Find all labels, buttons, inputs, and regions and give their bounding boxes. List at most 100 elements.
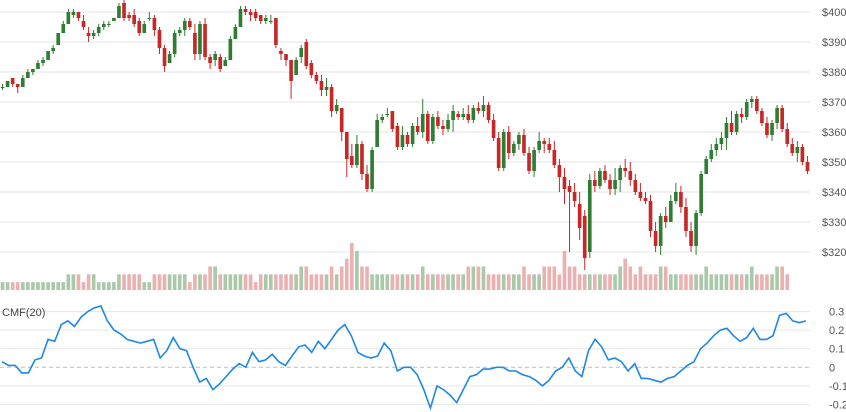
candle-body xyxy=(512,144,516,153)
candle-body xyxy=(0,87,5,88)
price-tick-label: $360 xyxy=(822,127,846,139)
candle-body xyxy=(410,126,415,144)
candle-body xyxy=(233,27,238,39)
candle-body xyxy=(765,123,769,135)
candle-body xyxy=(441,126,445,129)
volume-bar xyxy=(395,274,400,290)
candle-body xyxy=(15,84,20,87)
candle-body xyxy=(198,24,202,54)
price-tick-label: $400 xyxy=(822,7,846,19)
volume-bar xyxy=(198,274,202,290)
volume-bar xyxy=(365,266,369,290)
candle-body xyxy=(522,135,526,153)
price-tick-label: $380 xyxy=(822,67,846,79)
volume-bar xyxy=(15,282,20,290)
candle-body xyxy=(679,192,683,207)
volume-bar xyxy=(248,274,253,290)
candle-body xyxy=(46,51,50,60)
candle-body xyxy=(729,123,734,132)
cmf-grid xyxy=(0,311,810,405)
volume-bar xyxy=(593,274,597,290)
volume-bar xyxy=(26,282,30,290)
candle-body xyxy=(309,63,314,75)
candle-body xyxy=(172,33,177,54)
candle-body xyxy=(689,231,693,246)
candle-body xyxy=(425,114,430,141)
volume-bar xyxy=(46,282,50,290)
candle-body xyxy=(704,159,709,174)
volume-bar xyxy=(760,274,764,290)
candle-body xyxy=(471,108,476,120)
candle-body xyxy=(41,60,45,63)
candle-body xyxy=(775,108,779,123)
price-candles xyxy=(0,0,810,270)
candle-body xyxy=(714,144,719,150)
candle-body xyxy=(218,57,223,69)
volume-bar xyxy=(643,274,648,290)
candle-body xyxy=(258,15,263,21)
volume-bar xyxy=(446,274,450,290)
candle-body xyxy=(5,81,10,87)
volume-bar xyxy=(714,274,719,290)
candle-body xyxy=(263,18,268,21)
candle-body xyxy=(279,51,283,54)
volume-bar xyxy=(137,274,142,290)
candle-body xyxy=(724,123,729,138)
volume-bar xyxy=(653,274,658,290)
candle-body xyxy=(289,60,293,81)
price-tick-label: $390 xyxy=(822,37,846,49)
volume-bar xyxy=(436,274,440,290)
volume-bar xyxy=(339,266,344,290)
candle-body xyxy=(785,129,790,144)
volume-bar xyxy=(734,274,739,290)
candle-body xyxy=(770,123,774,135)
candle-body xyxy=(385,114,390,115)
candle-body xyxy=(744,102,749,117)
volume-bar xyxy=(370,274,374,290)
candle-body xyxy=(481,105,486,111)
candle-body xyxy=(420,114,425,132)
volume-bar xyxy=(20,282,25,290)
volume-bar xyxy=(623,258,628,290)
candle-body xyxy=(603,171,607,180)
volume-bar xyxy=(709,274,714,290)
candle-body xyxy=(137,21,142,33)
volume-bar xyxy=(86,274,91,290)
volume-bar xyxy=(228,274,233,290)
volume-bar xyxy=(294,274,298,290)
candle-body xyxy=(613,180,617,189)
volume-bar xyxy=(506,274,511,290)
volume-bar xyxy=(400,274,405,290)
volume-bar xyxy=(324,274,329,290)
volume-bar xyxy=(405,274,410,290)
candle-body xyxy=(86,33,91,36)
volume-bar xyxy=(466,266,471,290)
candle-body xyxy=(760,111,764,123)
cmf-tick-label: 0.3 xyxy=(829,307,844,319)
candle-body xyxy=(51,48,55,51)
candle-body xyxy=(461,114,466,117)
cmf-panel-label: CMF(20) xyxy=(2,307,45,319)
volume-bar xyxy=(476,266,481,290)
volume-bar xyxy=(420,266,425,290)
volume-bar xyxy=(269,274,273,290)
volume-bar xyxy=(91,274,96,290)
candle-body xyxy=(253,12,258,18)
candle-body xyxy=(208,57,212,63)
volume-bar xyxy=(638,266,643,290)
volume-bar xyxy=(112,282,116,290)
volume-bar xyxy=(258,274,263,290)
volume-bar xyxy=(719,274,724,290)
cmf-tick-label: 0.1 xyxy=(829,344,844,356)
volume-bar xyxy=(36,282,40,290)
candle-body xyxy=(567,186,572,192)
candle-body xyxy=(694,213,698,246)
candle-body xyxy=(451,111,455,120)
volume-bar xyxy=(527,274,531,290)
candle-body xyxy=(107,24,111,25)
candle-body xyxy=(582,216,587,258)
volume-bar xyxy=(501,274,506,290)
volume-bar xyxy=(785,274,790,290)
volume-bar xyxy=(628,266,633,290)
volume-bar xyxy=(749,266,754,290)
